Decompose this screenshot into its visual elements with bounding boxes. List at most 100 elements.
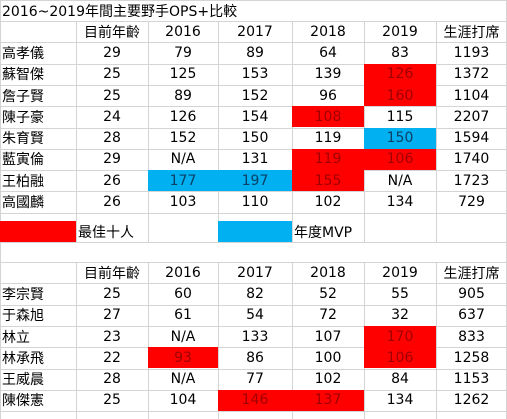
table1-career-pa[interactable]: 1104 (453, 87, 490, 104)
table1-year-2017-header[interactable]: 2017 (237, 23, 273, 40)
table2-career-pa[interactable]: 1258 (453, 349, 490, 366)
table2-player-name[interactable]: 李宗賢 (2, 286, 44, 303)
table1-ops-2018[interactable]: 96 (319, 87, 337, 104)
table1-ops-2018[interactable]: 108 (292, 106, 364, 128)
table1-ops-2019[interactable]: 106 (364, 148, 436, 171)
table1-player-name[interactable]: 王柏融 (2, 173, 44, 190)
table2-ops-2019[interactable]: 106 (364, 347, 436, 369)
table1-age[interactable]: 29 (103, 44, 121, 61)
table2-career-pa[interactable]: 1262 (453, 392, 490, 409)
table1-ops-2016[interactable]: 125 (169, 66, 197, 83)
table2-player-name[interactable]: 陳傑憲 (2, 393, 44, 410)
table2-ops-2018[interactable]: 72 (319, 307, 337, 324)
table1-ops-2017[interactable]: 150 (241, 130, 269, 147)
table1-career-pa-header[interactable]: 生涯打席 (443, 24, 500, 41)
table2-ops-2017[interactable]: 146 (218, 389, 292, 412)
table1-ops-2016[interactable]: N/A (170, 151, 196, 168)
table1-age[interactable]: 28 (103, 130, 121, 147)
table2-ops-2018[interactable]: 107 (314, 328, 342, 345)
table1-player-name[interactable]: 蘇智傑 (2, 67, 44, 84)
legend-mvp-label[interactable]: 年度MVP (294, 224, 353, 241)
table1-career-pa[interactable]: 1740 (453, 151, 490, 168)
table2-year-2018-header[interactable]: 2018 (310, 264, 346, 281)
table1-age[interactable]: 25 (103, 66, 121, 83)
table1-ops-2017[interactable]: 131 (241, 151, 269, 168)
table1-age[interactable]: 26 (103, 194, 121, 211)
table2-player-name[interactable]: 王威晨 (2, 372, 44, 389)
table1-ops-2016[interactable]: 103 (169, 194, 197, 211)
legend-best-ten-swatch[interactable] (0, 221, 76, 242)
table1-age[interactable]: 29 (103, 151, 121, 168)
table1-player-name[interactable]: 詹子賢 (2, 88, 44, 105)
table2-ops-2017[interactable]: 133 (241, 328, 269, 345)
table2-career-pa[interactable]: 905 (458, 285, 485, 302)
table2-ops-2016[interactable]: N/A (170, 328, 196, 345)
table1-ops-2018[interactable]: 64 (319, 44, 337, 61)
table2-age-header[interactable]: 目前年齡 (84, 265, 140, 282)
table1-player-name[interactable]: 高國麟 (2, 195, 44, 212)
table1-age[interactable]: 24 (103, 108, 121, 125)
table2-year-2017-header[interactable]: 2017 (237, 264, 273, 281)
table1-player-name[interactable]: 高孝儀 (2, 45, 44, 62)
table1-year-2019-header[interactable]: 2019 (382, 23, 418, 40)
table2-ops-2018[interactable]: 100 (314, 349, 342, 366)
table2-ops-2016[interactable]: 61 (174, 307, 192, 324)
table1-ops-2017[interactable]: 110 (241, 194, 269, 211)
sheet-title[interactable]: 2016~2019年間主要野手OPS+比較 (2, 3, 238, 20)
table1-ops-2019[interactable]: N/A (387, 172, 413, 189)
table1-ops-2018[interactable]: 102 (314, 194, 342, 211)
table2-player-name[interactable]: 林立 (2, 329, 30, 346)
table1-career-pa[interactable]: 1723 (453, 172, 490, 189)
table1-ops-2017[interactable]: 89 (246, 44, 264, 61)
table1-ops-2016[interactable]: 126 (169, 108, 197, 125)
table2-ops-2017[interactable]: 82 (246, 285, 264, 302)
table1-ops-2017[interactable]: 153 (241, 66, 269, 83)
table2-ops-2019[interactable]: 84 (391, 371, 409, 388)
table1-ops-2018[interactable]: 155 (292, 170, 364, 192)
table1-ops-2017[interactable]: 197 (218, 170, 292, 192)
table2-career-pa[interactable]: 637 (458, 307, 485, 324)
table1-career-pa[interactable]: 729 (458, 194, 485, 211)
table1-player-name[interactable]: 朱育賢 (2, 131, 44, 148)
table1-player-name[interactable]: 藍寅倫 (2, 152, 44, 169)
legend-best-ten-label[interactable]: 最佳十人 (78, 224, 134, 241)
table1-age-header[interactable]: 目前年齡 (84, 24, 140, 41)
table1-ops-2017[interactable]: 154 (241, 108, 269, 125)
table1-ops-2018[interactable]: 119 (292, 148, 364, 171)
table2-year-2019-header[interactable]: 2019 (382, 264, 418, 281)
table1-ops-2019[interactable]: 115 (386, 108, 414, 125)
table1-year-2018-header[interactable]: 2018 (310, 23, 346, 40)
table1-ops-2019[interactable]: 126 (364, 63, 436, 85)
table1-ops-2018[interactable]: 119 (314, 130, 342, 147)
table1-ops-2018[interactable]: 139 (314, 66, 342, 83)
table1-ops-2016[interactable]: 89 (174, 87, 192, 104)
table2-player-name[interactable]: 于森旭 (2, 308, 44, 325)
table2-career-pa[interactable]: 833 (458, 328, 485, 345)
table2-ops-2018[interactable]: 137 (292, 389, 364, 412)
table2-ops-2016[interactable]: 104 (169, 392, 197, 409)
table2-year-2016-header[interactable]: 2016 (165, 264, 201, 281)
table1-career-pa[interactable]: 1594 (453, 130, 490, 147)
table1-ops-2016[interactable]: 152 (169, 130, 197, 147)
table2-career-pa-header[interactable]: 生涯打席 (443, 265, 500, 282)
table2-age[interactable]: 22 (103, 349, 121, 366)
table1-career-pa[interactable]: 2207 (453, 108, 490, 125)
table1-year-2016-header[interactable]: 2016 (165, 23, 201, 40)
table1-age[interactable]: 26 (103, 172, 121, 189)
table1-ops-2019[interactable]: 83 (391, 44, 409, 61)
table2-ops-2017[interactable]: 54 (246, 307, 264, 324)
table2-player-name[interactable]: 林承飛 (2, 350, 44, 367)
table1-career-pa[interactable]: 1372 (453, 66, 490, 83)
table2-ops-2016[interactable]: 60 (174, 285, 192, 302)
table2-age[interactable]: 25 (103, 285, 121, 302)
table2-ops-2019[interactable]: 32 (391, 307, 409, 324)
table2-career-pa[interactable]: 1153 (453, 371, 490, 388)
table2-ops-2017[interactable]: 86 (246, 349, 264, 366)
table2-ops-2017[interactable]: 77 (246, 371, 264, 388)
table1-ops-2016[interactable]: 79 (174, 44, 192, 61)
table2-ops-2016[interactable]: 93 (148, 347, 218, 369)
table1-career-pa[interactable]: 1193 (453, 44, 490, 61)
table1-age[interactable]: 25 (103, 87, 121, 104)
table1-player-name[interactable]: 陳子豪 (2, 109, 44, 126)
legend-mvp-swatch[interactable] (218, 221, 292, 242)
